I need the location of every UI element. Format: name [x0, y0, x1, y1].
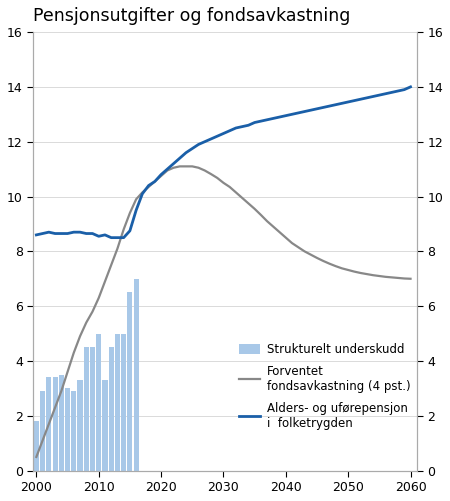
Bar: [90, 347, 95, 470]
Bar: [46, 377, 51, 470]
Bar: [77, 380, 82, 470]
Bar: [108, 347, 114, 470]
Bar: [103, 380, 108, 470]
Bar: [53, 377, 58, 470]
Bar: [115, 334, 120, 470]
Bar: [40, 391, 45, 470]
Bar: [65, 388, 70, 470]
Bar: [59, 375, 64, 470]
Bar: [71, 391, 76, 470]
Bar: [34, 421, 39, 470]
Bar: [127, 293, 132, 470]
Text: Pensjonsutgifter og fondsavkastning: Pensjonsutgifter og fondsavkastning: [33, 7, 351, 25]
Bar: [96, 334, 101, 470]
Bar: [84, 347, 89, 470]
Bar: [121, 334, 126, 470]
Bar: [134, 279, 139, 470]
Legend: Strukturelt underskudd, Forventet
fondsavkastning (4 pst.), Alders- og uførepens: Strukturelt underskudd, Forventet fondsa…: [239, 343, 411, 430]
